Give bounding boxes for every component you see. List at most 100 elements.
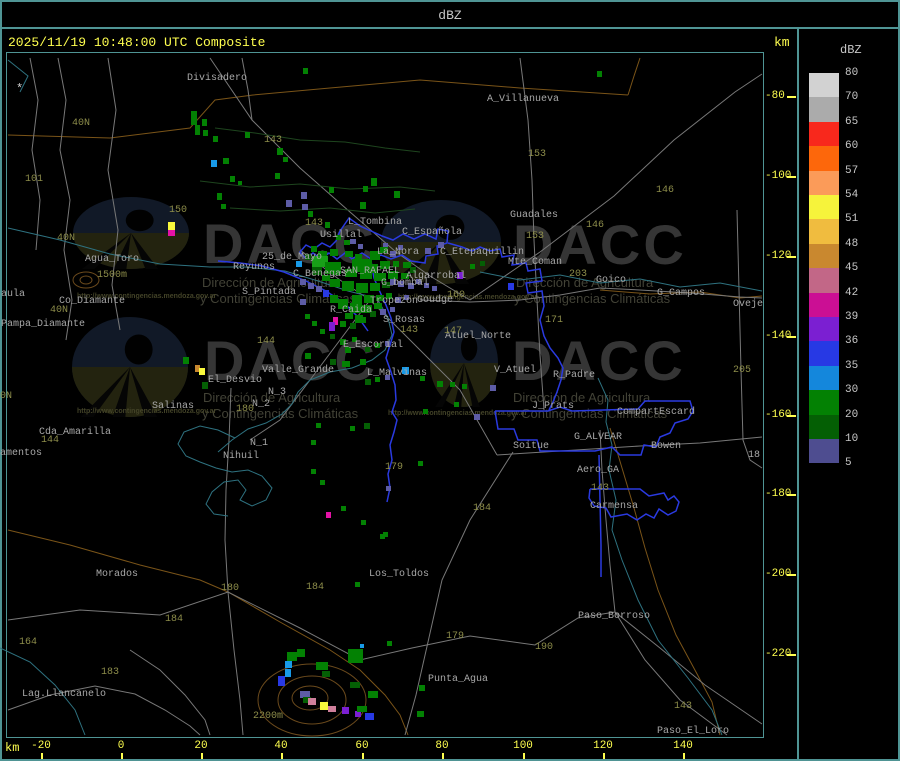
map-line-river (177, 425, 273, 517)
svg-text:http://www.contingencias.mendo: http://www.contingencias.mendoza.gov.ar (77, 408, 217, 415)
map-line-river (217, 299, 393, 453)
map-road-label: 180 (221, 583, 240, 594)
legend-value: 20 (845, 408, 859, 421)
radar-cell (474, 414, 480, 420)
radar-cell (356, 283, 368, 293)
map-place-label: C_Etepaquillin (440, 247, 525, 258)
radar-cell (390, 307, 395, 312)
map-place-label: Los_Toldos (369, 569, 430, 580)
map-place-label: Cda_Amarilla (39, 427, 112, 438)
radar-cell (358, 244, 363, 249)
radar-cell (195, 125, 200, 135)
map-line-road (599, 429, 728, 736)
radar-cell (213, 136, 218, 142)
radar-cell (350, 239, 356, 244)
legend-value: 36 (845, 335, 859, 348)
map-road-label: 101 (25, 174, 44, 185)
map-line-blue (494, 400, 694, 456)
contour-ring (257, 663, 367, 737)
right-axis-label: -100 (765, 170, 792, 182)
radar-cell (361, 520, 366, 525)
radar-cell (374, 303, 382, 309)
map-place-label: Salinas (152, 401, 195, 412)
legend-value: 65 (845, 115, 859, 128)
map-place-label: Goudge (417, 295, 454, 306)
right-axis-tick (787, 654, 796, 656)
radar-cell (401, 273, 409, 279)
right-axis-tick (787, 415, 796, 417)
radar-cell (278, 676, 285, 686)
map-road-label: 184 (165, 614, 184, 625)
legend-color-block (809, 268, 839, 293)
svg-text:http://www.contingencias.mendo: http://www.contingencias.mendoza.gov.ar (388, 410, 528, 417)
radar-cell (352, 295, 362, 303)
svg-text:http://www.contingencias.mendo: http://www.contingencias.mendoza.gov.ar (398, 294, 538, 301)
map-road-label: 40N (72, 118, 91, 129)
radar-cell (223, 158, 229, 164)
radar-cell (371, 178, 377, 186)
contour-ring (291, 685, 329, 711)
map-road-label: 143 (591, 483, 610, 494)
radar-cell (287, 652, 297, 661)
radar-cell (191, 111, 197, 125)
radar-cell (350, 682, 360, 688)
map-line-road (29, 57, 41, 251)
radar-cell (340, 339, 346, 345)
map-line-creek (229, 207, 416, 214)
legend-color-block (809, 439, 839, 464)
map-place-label: Pampa_Diamante (1, 319, 86, 330)
legend-color-block (809, 170, 839, 195)
page-title: dBZ (438, 8, 462, 23)
map-place-label: Algarrobal (406, 271, 467, 282)
legend-divider (797, 27, 799, 759)
radar-cell (202, 119, 207, 126)
radar-cell (454, 402, 459, 407)
map-place-label: Bowen (651, 441, 682, 452)
radar-cell (380, 534, 385, 539)
radar-cell (338, 299, 348, 309)
map-place-label: Agua_Toro (85, 254, 140, 265)
bottom-axis-tick (201, 753, 203, 759)
bottom-axis-tick (41, 753, 43, 759)
radar-cell (362, 305, 372, 313)
radar-cell (305, 353, 311, 359)
map-place-label: G_Campos (657, 288, 706, 299)
map-road-label: 40N (50, 305, 69, 316)
radar-cell (300, 279, 306, 285)
bottom-axis-label: 80 (435, 740, 449, 752)
map-border (6, 52, 764, 738)
radar-cell (350, 303, 362, 313)
map-place-label: Soitue (513, 441, 550, 452)
radar-cell (438, 242, 444, 248)
radar-cell (365, 379, 371, 385)
radar-cell (419, 685, 425, 691)
radar-cell (385, 375, 390, 380)
right-axis-tick (787, 494, 796, 496)
radar-cell (380, 261, 390, 269)
radar-cell (275, 173, 280, 179)
map-line-road (614, 611, 763, 725)
km-unit-label-top: km (774, 35, 790, 50)
radar-cell (330, 359, 336, 365)
map-place-label: Oveje (733, 299, 764, 310)
map-road-label: 1500m (97, 270, 128, 281)
map-place-label: R_Caida (330, 305, 373, 316)
svg-text:y Contingencias Climáticas: y Contingencias Climáticas (200, 291, 357, 306)
map-line-road (736, 209, 763, 469)
radar-cell (330, 279, 340, 287)
radar-cell (303, 68, 308, 74)
map-place-label: Aero_GA (577, 465, 620, 476)
km-unit-label-bottom: km (5, 741, 20, 755)
radar-cell (329, 187, 334, 193)
radar-cell (285, 661, 292, 668)
legend-title: dBZ (840, 43, 862, 57)
radar-cell (311, 246, 317, 252)
bottom-axis-tick (121, 753, 123, 759)
radar-cell (318, 251, 327, 258)
radar-cell (303, 697, 311, 703)
map-place-label: Paso_Borroso (578, 611, 651, 622)
radar-cell (168, 230, 175, 236)
